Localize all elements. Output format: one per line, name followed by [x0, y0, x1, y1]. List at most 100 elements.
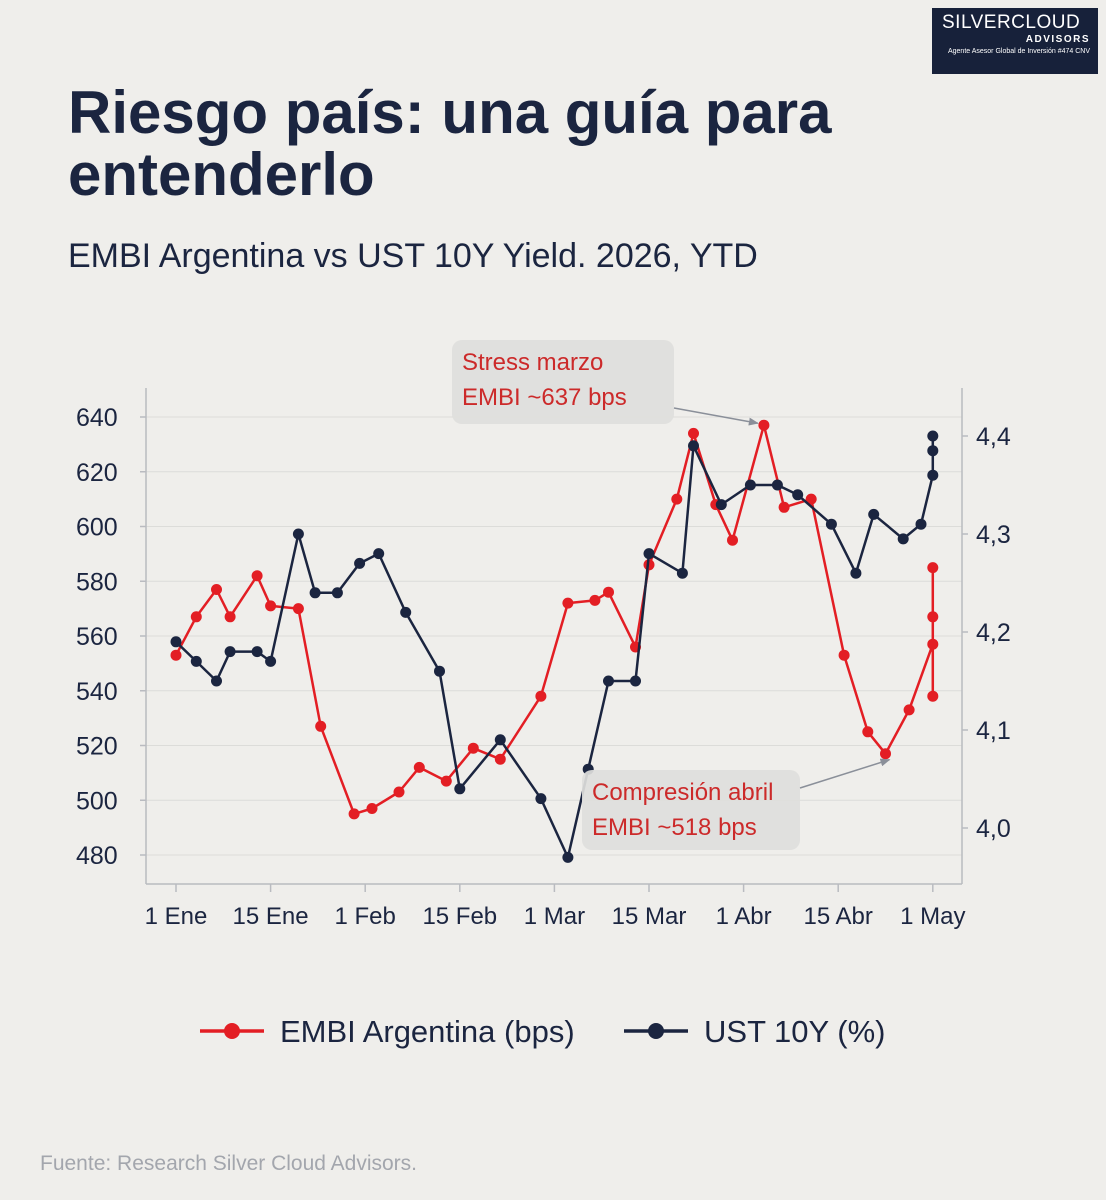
embi-series-line [174, 423, 935, 816]
embi-data-point [758, 419, 770, 431]
ust-data-point [715, 499, 727, 511]
ust-data-point [927, 430, 939, 442]
embi-data-point [224, 611, 236, 623]
annotation-arrow [673, 407, 759, 426]
embi-data-point [805, 493, 817, 505]
ust-legend-marker [648, 1023, 664, 1039]
embi-data-point [292, 603, 304, 615]
ust-data-point [771, 479, 783, 491]
ust-data-point [850, 567, 862, 579]
embi-data-point [688, 427, 699, 439]
y-left-tick-label: 500 [76, 787, 118, 815]
ust-data-point [331, 587, 343, 599]
x-tick-label: 1 Ene [145, 903, 208, 930]
ust-data-point [897, 533, 909, 545]
annotation-arrow [799, 758, 891, 789]
embi-data-point [927, 638, 939, 650]
embi-data-point [589, 594, 601, 606]
x-tick-label: 15 Abr [804, 903, 873, 930]
embi-data-point [927, 562, 939, 574]
x-tick-label: 1 Abr [716, 903, 772, 930]
embi-data-point [393, 786, 405, 798]
chart: 480 500 520 540 560 580 600 620 640 4,0 4,1 4,2 4,3 4… [76, 340, 1011, 1049]
brand-sub: ADVISORS [1025, 34, 1090, 45]
embi-data-point [211, 584, 222, 595]
embi-legend-marker [224, 1023, 240, 1039]
ust-data-point [603, 675, 614, 687]
x-tick-label: 15 Feb [422, 903, 497, 930]
ust-data-point [562, 851, 574, 863]
y-right-tick-label: 4,1 [976, 717, 1011, 745]
annotation-text: EMBI ~518 bps [592, 814, 757, 841]
x-tick-label: 1 May [900, 903, 965, 930]
ust-data-point [400, 606, 412, 618]
embi-data-point [494, 753, 506, 765]
annotation-text: Compresión abril [592, 779, 773, 806]
y-right-tick-label: 4,2 [976, 619, 1011, 647]
embi-data-point [170, 649, 182, 661]
annotation-text: Stress marzo [462, 349, 603, 376]
embi-data-point [603, 586, 614, 598]
embi-data-point [927, 690, 939, 702]
annotation-box [452, 340, 674, 424]
embi-data-point [535, 690, 547, 702]
y-left-tick-label: 520 [76, 733, 118, 761]
ust-data-point [744, 479, 756, 491]
brand-logo: SILVERCLOUD ADVISORS Agente Asesor Globa… [932, 8, 1098, 74]
source-note: Fuente: Research Silver Cloud Advisors. [40, 1152, 418, 1175]
ust-data-point [630, 675, 641, 687]
ust-data-point [373, 548, 385, 560]
ust-data-point [825, 518, 837, 530]
embi-data-point [880, 748, 891, 760]
brand-tagline: Agente Asesor Global de Inversión #474 C… [947, 48, 1090, 55]
annotation-text: EMBI ~637 bps [462, 384, 627, 411]
ust-data-point [792, 489, 804, 501]
ust-data-point [676, 567, 688, 579]
embi-data-point [265, 600, 277, 612]
embi-legend-label: EMBI Argentina (bps) [280, 1014, 575, 1049]
y-left-tick-label: 560 [76, 623, 118, 651]
ust-data-point [688, 440, 699, 452]
ust-data-point [170, 636, 182, 648]
x-tick-label: 15 Ene [233, 903, 309, 930]
ust-data-point [211, 675, 222, 687]
y-left-tick-label: 640 [76, 404, 118, 432]
embi-data-point [413, 761, 425, 773]
embi-data-point [927, 611, 939, 623]
ust-data-point [927, 469, 939, 481]
ust-data-point [354, 557, 366, 569]
y-right-tick-label: 4,4 [976, 423, 1011, 451]
y-left-tick-label: 540 [76, 678, 118, 706]
x-tick-label: 15 Mar [612, 903, 687, 930]
brand-name: SILVERCLOUD [942, 12, 1081, 33]
ust-data-point [251, 646, 263, 658]
y-left-tick-label: 480 [76, 842, 118, 870]
x-tick-label: 1 Feb [335, 903, 396, 930]
chart-legend: EMBI Argentina (bps) UST 10Y (%) [200, 1014, 885, 1049]
x-tick-label: 1 Mar [524, 903, 585, 930]
ust-data-point [309, 587, 321, 599]
embi-data-point [190, 611, 202, 623]
ust-data-point [292, 528, 304, 540]
y-left-tick-label: 580 [76, 568, 118, 596]
ust-data-point [265, 655, 277, 667]
ust-data-point [434, 665, 445, 677]
embi-data-point [348, 808, 360, 820]
ust-data-point [494, 734, 506, 746]
embi-data-point [366, 803, 378, 814]
embi-data-point [562, 597, 574, 609]
embi-data-point [671, 493, 683, 505]
ust-data-point [915, 518, 927, 530]
y-left-tick-label: 600 [76, 514, 118, 542]
ust-data-point [927, 445, 939, 457]
embi-data-point [778, 501, 790, 513]
y-left-tick-label: 620 [76, 459, 118, 487]
ust-data-point [454, 783, 466, 795]
embi-data-point [315, 720, 327, 732]
embi-data-point [727, 534, 738, 546]
ust-data-point [224, 646, 236, 658]
y-right-tick-label: 4,3 [976, 521, 1011, 549]
annotation-box [582, 770, 800, 850]
ust-legend-label: UST 10Y (%) [704, 1014, 885, 1049]
ust-data-point [643, 548, 655, 560]
